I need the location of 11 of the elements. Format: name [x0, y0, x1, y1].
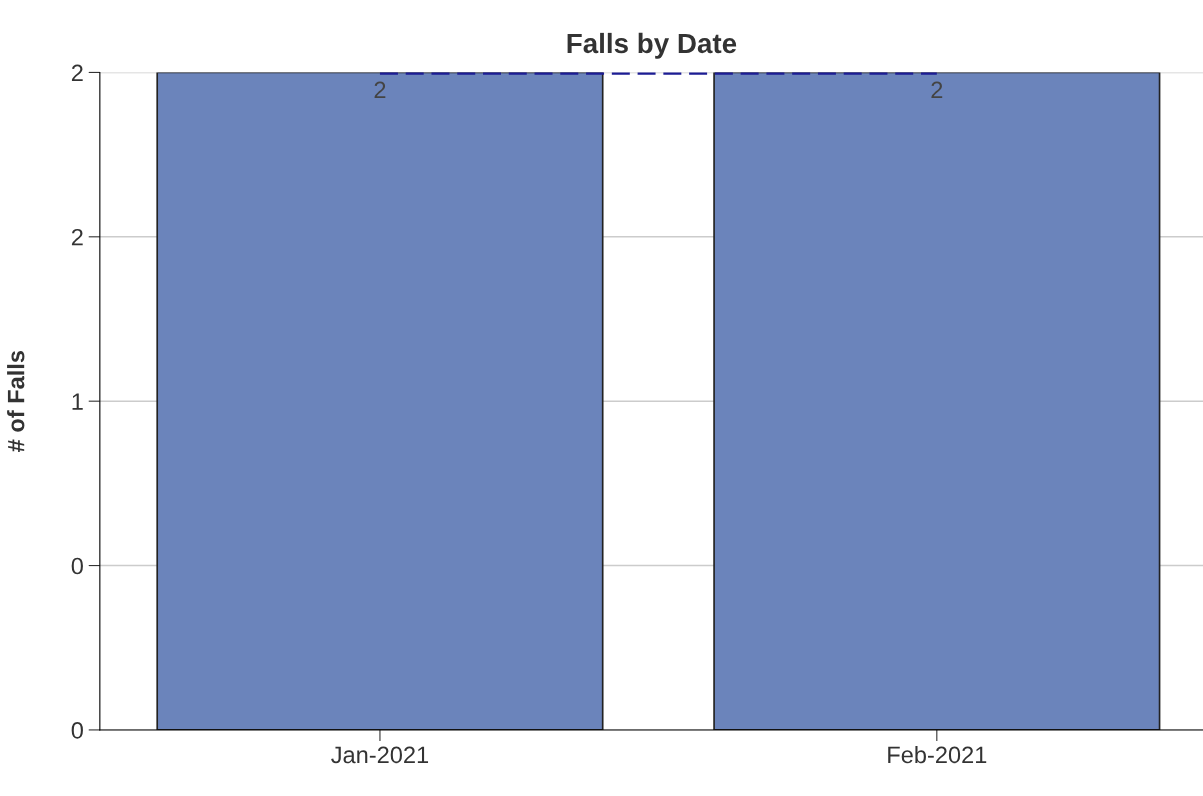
x-tick-label: Feb-2021: [888, 745, 987, 764]
y-axis-title: # of Falls: [7, 350, 25, 452]
data-label: 2: [931, 81, 943, 99]
data-label: 2: [374, 81, 386, 99]
x-tick-label: Jan-2021: [331, 746, 429, 764]
y-tick-label: 2: [71, 64, 83, 81]
y-tick-label: 2: [71, 228, 83, 246]
chart-title: Falls by Date: [567, 32, 737, 59]
y-tick-label: 0: [71, 557, 83, 575]
y-tick-label: 1: [72, 393, 83, 410]
y-tick-label: 0: [71, 722, 83, 739]
